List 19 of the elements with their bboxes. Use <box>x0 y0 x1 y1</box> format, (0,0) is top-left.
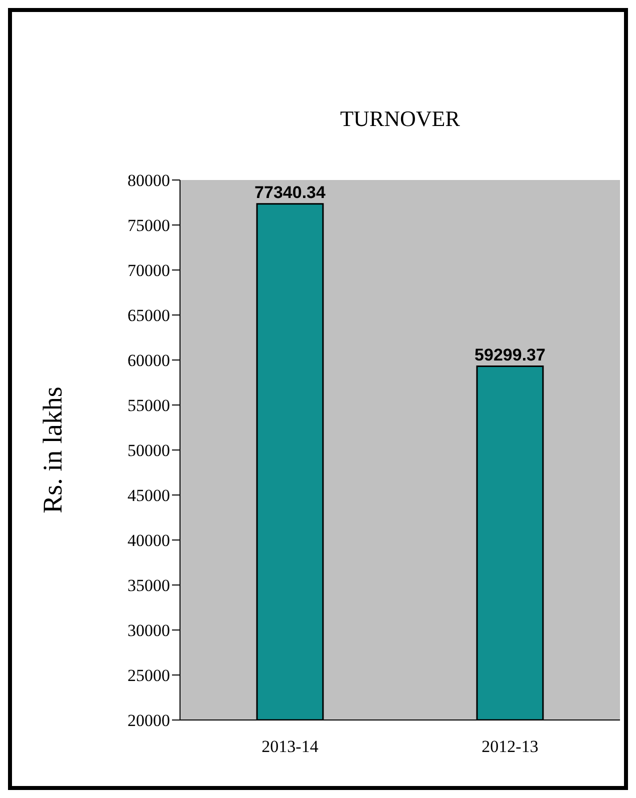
x-tick-label: 2012-13 <box>482 737 538 756</box>
y-tick-label: 30000 <box>128 621 170 640</box>
y-tick-label: 25000 <box>128 666 170 686</box>
y-tick-label: 80000 <box>128 171 170 190</box>
y-tick-label: 20000 <box>128 711 170 730</box>
y-tick-label: 60000 <box>128 351 170 370</box>
y-tick-label: 35000 <box>128 576 170 596</box>
y-tick-label: 40000 <box>128 531 170 550</box>
y-axis-title: Rs. in lakhs <box>38 386 68 514</box>
x-tick-label: 2013-14 <box>262 737 319 756</box>
y-tick-label: 70000 <box>128 261 170 280</box>
y-tick-label: 55000 <box>128 396 170 416</box>
chart-title: TURNOVER <box>339 106 461 132</box>
y-tick-label: 75000 <box>128 216 170 236</box>
data-label: 59299.37 <box>474 345 546 364</box>
y-tick-label: 50000 <box>128 441 170 460</box>
y-tick-label: 65000 <box>128 306 170 326</box>
data-label: 77340.34 <box>254 182 326 202</box>
y-tick-label: 45000 <box>128 486 170 506</box>
